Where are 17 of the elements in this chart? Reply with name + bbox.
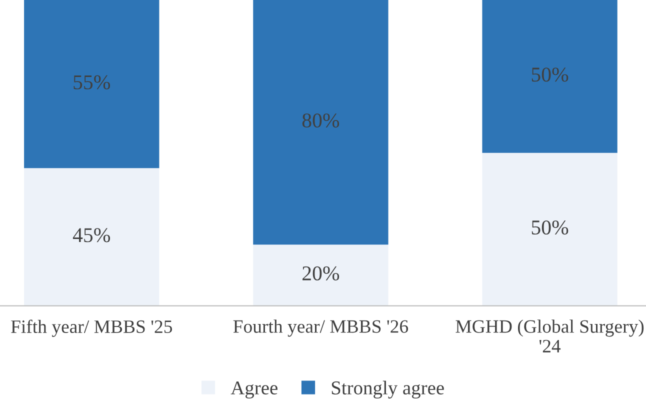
data-label: 50% <box>532 220 568 235</box>
bar <box>482 152 618 306</box>
x-tick-label: Fourth year/ MBBS '26 <box>233 320 408 337</box>
x-tick-label: MGHD (Global Surgery) '24 <box>456 320 644 352</box>
legend-label: Agree <box>230 381 278 398</box>
x-tick-label: Fifth year/ MBBS '25 <box>11 320 172 337</box>
bar <box>253 244 388 306</box>
legend-label: Strongly agree <box>332 380 444 398</box>
bar <box>24 0 160 168</box>
data-label: 45% <box>72 228 110 242</box>
data-label: 20% <box>302 266 340 280</box>
data-label: 55% <box>74 75 110 90</box>
data-label: 80% <box>302 113 340 128</box>
bar <box>482 0 618 153</box>
bar <box>24 168 160 306</box>
data-label: 50% <box>532 68 568 82</box>
bar <box>253 0 388 245</box>
